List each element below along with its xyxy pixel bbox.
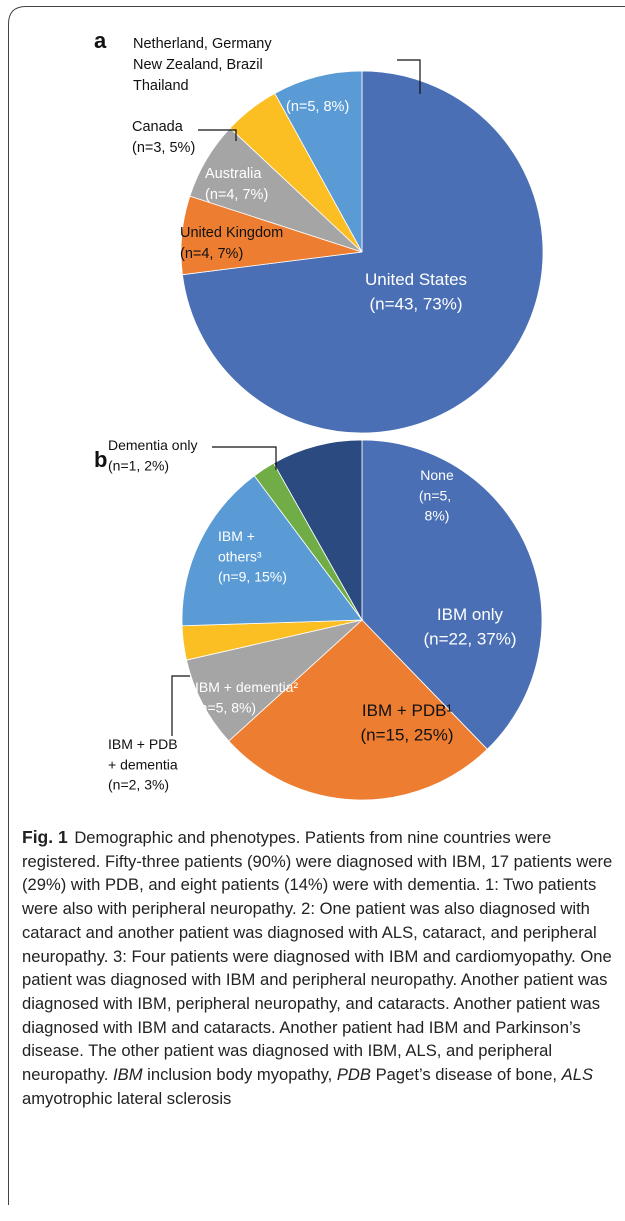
slice-value-label: (n=4, 7%) [205,187,268,203]
slice-value-label: (n=15, 25%) [360,726,453,745]
caption-text: Paget’s disease of bone, [370,1065,562,1085]
leader-line [212,446,277,470]
slice-value-label: (n=3, 5%) [132,140,195,156]
slice-value-label: (n=5, 8%) [195,699,256,715]
caption: Fig. 1 Demographic and phenotypes. Patie… [22,826,614,1110]
slice-label: IBM + others³ [218,528,262,564]
slice-label: United States [365,270,467,289]
pie-slice [181,70,544,434]
slice-value-label: (n=22, 37%) [423,630,516,649]
slice-label: IBM only [437,605,504,624]
slice-value-label: (n=5, 8%) [286,99,349,115]
slice-value-label: (n=5, 8%) [419,487,455,523]
caption-text: Demographic and phenotypes. Patients fro… [22,828,613,1085]
slice-value-label: (n=4, 7%) [180,246,243,262]
caption-text: PDB [336,1065,371,1085]
slice-value-label: (n=2, 3%) [108,777,169,793]
caption-text: amyotrophic lateral sclerosis [22,1088,232,1108]
caption-label: Fig. 1 [22,827,68,847]
slice-label: Canada [132,119,184,135]
slice-value-label: (n=1, 2%) [108,457,169,473]
leader-line [171,675,190,736]
leader-line [397,59,421,94]
panel-label: b [94,447,107,472]
slice-label: IBM + dementia² [195,679,298,695]
caption-text: IBM [113,1065,143,1085]
pie-slice [361,439,543,750]
slice-label: Australia [205,166,262,182]
slice-value-label: (n=9, 15%) [218,569,287,585]
slice-label: IBM + PDB¹ [362,701,453,720]
slice-label: United Kingdom [180,225,283,241]
slice-label: None [420,467,454,483]
panel-label: a [94,28,107,53]
pie-slice [274,70,363,253]
frame [8,6,625,1205]
slice-label: Netherland, Germany New Zealand, Brazil … [133,36,276,94]
leader-line [198,129,237,141]
slice-value-label: (n=43, 73%) [369,295,462,314]
pie-slice [228,619,488,801]
pie-slice [273,439,363,622]
slice-label: IBM + PDB + dementia [108,736,182,772]
caption-text: ALS [561,1065,594,1085]
caption-text: inclusion body myopathy, [142,1065,337,1085]
pie-slice [181,475,363,627]
slice-label: Dementia only [108,437,198,453]
